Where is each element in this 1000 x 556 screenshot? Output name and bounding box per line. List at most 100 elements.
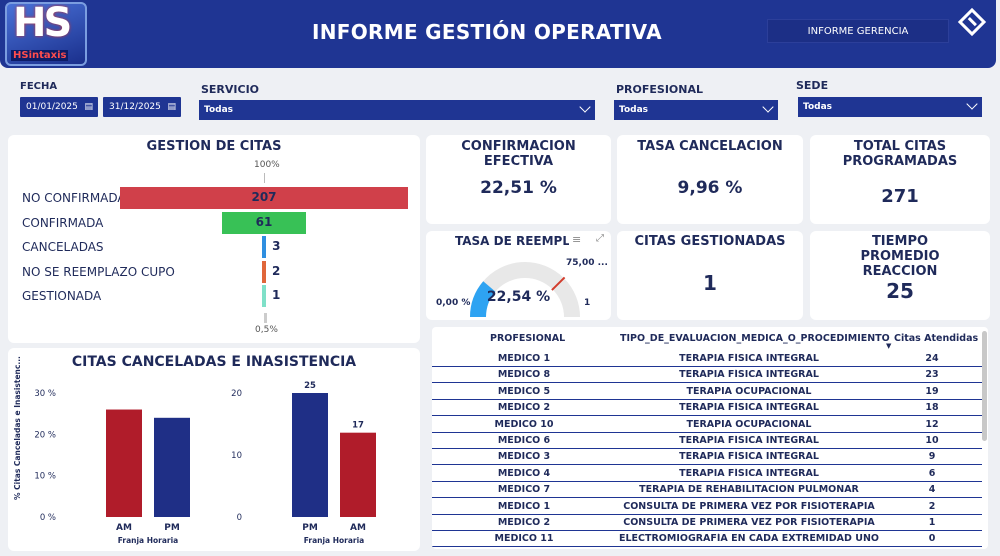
- filter-icon[interactable]: ≡: [572, 233, 582, 246]
- gauge-target-marker: [551, 276, 566, 291]
- cell-profesional: MEDICO 6: [497, 435, 551, 446]
- funnel-bar[interactable]: [262, 285, 266, 307]
- table-row[interactable]: MEDICO 8 TERAPIA FÍSICA INTEGRAL 23: [432, 367, 982, 384]
- calendar-icon[interactable]: ▤: [167, 102, 176, 112]
- table-row[interactable]: MEDICO 6 TERAPIA FÍSICA INTEGRAL 10: [432, 433, 982, 449]
- cell-tipo: ELECTROMIOGRAFÍA EN CADA EXTREMIDAD UNO …: [619, 533, 879, 545]
- confirmacion-value: 22,51 %: [480, 178, 557, 198]
- fecha-label: FECHA: [20, 81, 58, 92]
- cell-citas: 19: [925, 385, 939, 397]
- cell-profesional: MEDICO 10: [494, 418, 554, 430]
- funnel-bar[interactable]: [261, 236, 267, 258]
- servicio-value: Todas: [204, 105, 233, 115]
- cell-profesional: MEDICO 2: [497, 402, 551, 414]
- sede-value: Todas: [803, 102, 832, 112]
- cell-profesional: MEDICO 1: [497, 500, 551, 512]
- x-axis-label: Franja Horaria: [118, 536, 179, 545]
- cancelacion-title: TASA CANCELACION: [637, 139, 783, 154]
- col-header-citas[interactable]: Citas Atendidas: [894, 333, 979, 344]
- data-label: 17: [352, 421, 364, 431]
- x-tick-label: AM: [350, 523, 366, 533]
- funnel-label: CANCELADAS: [22, 240, 104, 254]
- cell-citas: 18: [925, 402, 939, 414]
- table-row[interactable]: MEDICO 2 CONSULTA DE PRIMERA VEZ POR FISI…: [432, 515, 982, 531]
- funnel-value: 207: [251, 190, 277, 204]
- funnel-value: 2: [272, 263, 281, 278]
- cell-citas: 1: [928, 517, 936, 528]
- data-label: 25: [304, 381, 316, 391]
- confirmacion-title: CONFIRMACION EFECTIVA: [461, 139, 576, 169]
- gauge-svg: [469, 262, 580, 318]
- funnel-bottom-pct: 0,5%: [255, 325, 278, 335]
- date-to-input[interactable]: 31/12/2025 ▤: [103, 97, 181, 117]
- cell-profesional: MEDICO 8: [497, 369, 551, 381]
- funnel-bar[interactable]: [221, 211, 307, 234]
- table-row[interactable]: MEDICO 11 ELECTROMIOGRAFÍA EN CADA EXTREM…: [432, 531, 982, 548]
- cell-tipo: CONSULTA DE PRIMERA VEZ POR FISIOTERAPIA: [623, 517, 875, 528]
- profesional-dropdown[interactable]: Todas: [614, 100, 778, 120]
- tiempo-reaccion-card: TIEMPO PROMEDIO REACCION 25: [810, 231, 990, 320]
- cell-profesional: MEDICO 3: [497, 451, 551, 463]
- cell-citas: 4: [928, 484, 936, 496]
- profesional-table: PROFESIONAL TIPO_DE_EVALUACION_MEDICA_O_…: [432, 327, 988, 549]
- total-value: 271: [881, 186, 919, 207]
- page-title: INFORME GESTIÓN OPERATIVA: [312, 20, 662, 44]
- sede-label: SEDE: [796, 79, 829, 92]
- citas-gestionadas-card: CITAS GESTIONADAS 1: [617, 231, 803, 320]
- bookmark-diamond-icon[interactable]: [957, 7, 987, 37]
- bar: [106, 409, 142, 517]
- servicio-dropdown[interactable]: Todas: [199, 100, 595, 120]
- gauge-title: TASA DE REEMPLAZ: [455, 234, 569, 248]
- funnel-value: 61: [255, 214, 273, 229]
- gauge-fill: [469, 281, 496, 318]
- gestion-title: GESTION DE CITAS: [146, 139, 282, 154]
- funnel-bar[interactable]: [262, 260, 266, 283]
- cell-citas: 6: [928, 467, 936, 479]
- cell-citas: 23: [925, 369, 939, 381]
- y-tick-label: 10 %: [34, 472, 56, 482]
- funnel-label: NO CONFIRMADA: [22, 191, 126, 205]
- table-row[interactable]: MEDICO 3 TERAPIA FÍSICA INTEGRAL 9: [432, 449, 982, 466]
- cell-tipo: CONSULTA DE PRIMERA VEZ POR FISIOTERAPIA: [623, 500, 875, 512]
- sede-dropdown[interactable]: Todas: [798, 97, 982, 117]
- sort-desc-icon[interactable]: ▼: [886, 342, 892, 350]
- funnel-bar[interactable]: [120, 187, 408, 209]
- total-title: TOTAL CITAS PROGRAMADAS: [842, 139, 958, 169]
- funnel-bottom-tick: [264, 313, 267, 323]
- y-tick-label: 20: [231, 389, 242, 399]
- cell-citas: 10: [925, 435, 939, 446]
- y-tick-label: 20 %: [34, 430, 56, 440]
- focus-mode-icon[interactable]: ⤢: [596, 233, 604, 244]
- chevron-down-icon: [579, 101, 591, 113]
- cell-tipo: TERAPIA FÍSICA INTEGRAL: [679, 435, 819, 446]
- cell-citas: 12: [925, 418, 939, 430]
- funnel-label: NO SE REEMPLAZO CUPO: [22, 264, 175, 279]
- cancelacion-card: TASA CANCELACION 9,96 %: [617, 135, 803, 224]
- table-row[interactable]: MEDICO 4 TERAPIA FÍSICA INTEGRAL 6: [432, 466, 982, 482]
- tiempo-title: TIEMPO PROMEDIO REACCION: [860, 234, 940, 279]
- table-row[interactable]: MEDICO 7 TERAPIA DE REHABILITACIÓN PULMON…: [432, 482, 982, 499]
- chart2-svg: 20 10 0 PM 25 AM 17 Franja Horaria: [231, 381, 376, 545]
- gestionadas-title: CITAS GESTIONADAS: [634, 234, 786, 249]
- chevron-down-icon: [966, 98, 978, 110]
- gauge-card: TASA DE REEMPLAZ ≡ ⤢ 22,54 % 0,00 % 1 75…: [426, 231, 611, 320]
- informe-gerencia-button[interactable]: INFORME GERENCIA: [767, 19, 949, 43]
- table-row[interactable]: MEDICO 2 TERAPIA FÍSICA INTEGRAL 18: [432, 400, 982, 417]
- col-header-tipo[interactable]: TIPO_DE_EVALUACION_MEDICA_O_PROCEDIMIENT…: [620, 333, 890, 344]
- table-row[interactable]: MEDICO 10 TERAPIA OCUPACIONAL 12: [432, 417, 982, 433]
- table-scrollbar[interactable]: [982, 331, 987, 441]
- table-row[interactable]: MEDICO 1 CONSULTA DE PRIMERA VEZ POR FISI…: [432, 499, 982, 515]
- profesional-value: Todas: [619, 105, 648, 115]
- cell-profesional: MEDICO 5: [497, 385, 551, 397]
- date-from-value: 01/01/2025: [26, 102, 78, 112]
- calendar-icon[interactable]: ▤: [84, 102, 93, 112]
- y-tick-label: 0: [237, 513, 242, 523]
- table-row[interactable]: MEDICO 1 TERAPIA FÍSICA INTEGRAL 24: [432, 351, 982, 367]
- col-header-profesional[interactable]: PROFESIONAL: [490, 333, 566, 344]
- table-row[interactable]: MEDICO 5 TERAPIA OCUPACIONAL 19: [432, 384, 982, 400]
- cell-tipo: TERAPIA FÍSICA INTEGRAL: [679, 353, 819, 364]
- chart1-svg: 30 % 20 % 10 % 0 % AM PM Franja Horaria: [34, 389, 190, 545]
- date-from-input[interactable]: 01/01/2025 ▤: [20, 97, 98, 117]
- cell-profesional: MEDICO 2: [497, 517, 551, 528]
- funnel-top-tick: [264, 173, 265, 183]
